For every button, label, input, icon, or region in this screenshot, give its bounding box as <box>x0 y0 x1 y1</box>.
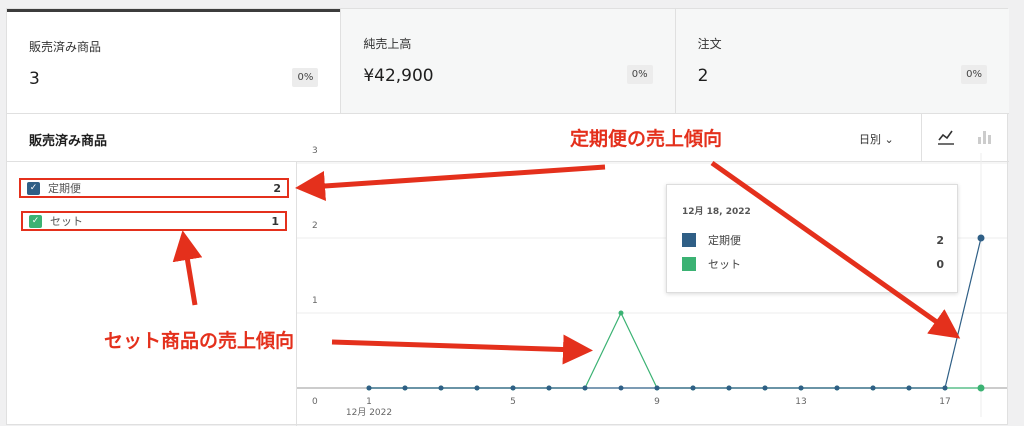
x-sub-label: 12月 2022 <box>346 407 392 418</box>
y-tick-label: 3 <box>312 146 318 156</box>
checkbox-checked-icon[interactable]: ✓ <box>29 214 42 228</box>
data-point <box>906 385 912 391</box>
divider <box>921 114 922 162</box>
data-point <box>870 385 876 391</box>
interval-label: 日別 <box>859 133 881 146</box>
data-point <box>654 385 660 391</box>
y-tick-label: 2 <box>312 221 318 231</box>
tooltip-label: セット <box>708 258 741 271</box>
chart-legend: ✓ 定期便 2 ✓ セット 1 <box>7 162 297 426</box>
legend-label: セット <box>50 215 83 228</box>
tooltip-date: 12月 18, 2022 <box>682 207 751 217</box>
chart-title: 販売済み商品 <box>29 134 108 149</box>
chart-tooltip: 12月 18, 2022 定期便 2 セット 0 <box>666 184 958 293</box>
data-point <box>618 385 624 391</box>
x-tick-label: 13 <box>795 397 806 407</box>
tooltip-value: 2 <box>936 233 944 247</box>
chart-header: 販売済み商品 日別 ⌄ <box>7 114 1009 162</box>
change-badge: 0% <box>292 68 319 87</box>
annotation-set: セット商品の売上傾向 <box>104 330 295 352</box>
x-tick-label: 9 <box>654 397 660 407</box>
data-point <box>510 385 516 391</box>
data-point <box>474 385 480 391</box>
line-chart-icon[interactable] <box>937 128 955 146</box>
legend-total: 1 <box>271 214 279 228</box>
data-point <box>834 385 840 391</box>
change-badge: 0% <box>961 65 987 84</box>
y-tick-label: 0 <box>312 397 318 407</box>
data-point <box>977 234 985 242</box>
x-tick-label: 5 <box>510 397 516 407</box>
tooltip-value: 0 <box>936 257 944 271</box>
series-line <box>369 311 981 389</box>
data-point <box>618 310 624 316</box>
data-point <box>726 385 732 391</box>
tooltip-label: 定期便 <box>708 234 741 247</box>
card-label: 注文 <box>697 37 722 51</box>
y-tick-label: 1 <box>312 296 318 306</box>
data-point <box>798 385 804 391</box>
data-point <box>366 385 372 391</box>
card-label: 販売済み商品 <box>29 40 102 54</box>
card-value: ¥42,900 <box>363 66 434 86</box>
x-tick-label: 1 <box>366 397 372 407</box>
legend-label: 定期便 <box>48 182 81 195</box>
change-badge: 0% <box>626 65 653 84</box>
tooltip-row: セット 0 <box>682 256 944 272</box>
x-tick-label: 17 <box>939 397 950 407</box>
card-net-sales[interactable]: 純売上高 ¥42,900 0% <box>340 9 675 113</box>
data-point <box>977 384 985 392</box>
data-point <box>402 385 408 391</box>
chevron-down-icon: ⌄ <box>884 133 894 146</box>
interval-select[interactable]: 日別 ⌄ <box>859 131 894 147</box>
legend-item-subscription[interactable]: ✓ 定期便 2 <box>19 178 289 198</box>
card-value: 2 <box>697 66 709 86</box>
data-point <box>942 385 948 391</box>
series-swatch <box>682 233 696 247</box>
card-value: 3 <box>29 69 40 89</box>
data-point <box>582 385 588 391</box>
data-point <box>690 385 696 391</box>
card-orders[interactable]: 注文 2 0% <box>674 9 1009 113</box>
series-line <box>369 237 982 389</box>
card-label: 純売上高 <box>363 37 412 51</box>
checkbox-checked-icon[interactable]: ✓ <box>27 181 40 195</box>
summary-cards: 販売済み商品 3 0% 純売上高 ¥42,900 0% 注文 2 0% <box>7 9 1009 114</box>
legend-item-set[interactable]: ✓ セット 1 <box>21 211 287 231</box>
bar-chart-icon[interactable] <box>975 128 993 146</box>
legend-total: 2 <box>273 181 281 195</box>
series-swatch <box>682 257 696 271</box>
data-point <box>438 385 444 391</box>
card-items-sold[interactable]: 販売済み商品 3 0% <box>7 9 341 113</box>
data-point <box>762 385 768 391</box>
annotation-subscription: 定期便の売上傾向 <box>570 128 723 150</box>
data-point <box>546 385 552 391</box>
tooltip-row: 定期便 2 <box>682 232 944 248</box>
